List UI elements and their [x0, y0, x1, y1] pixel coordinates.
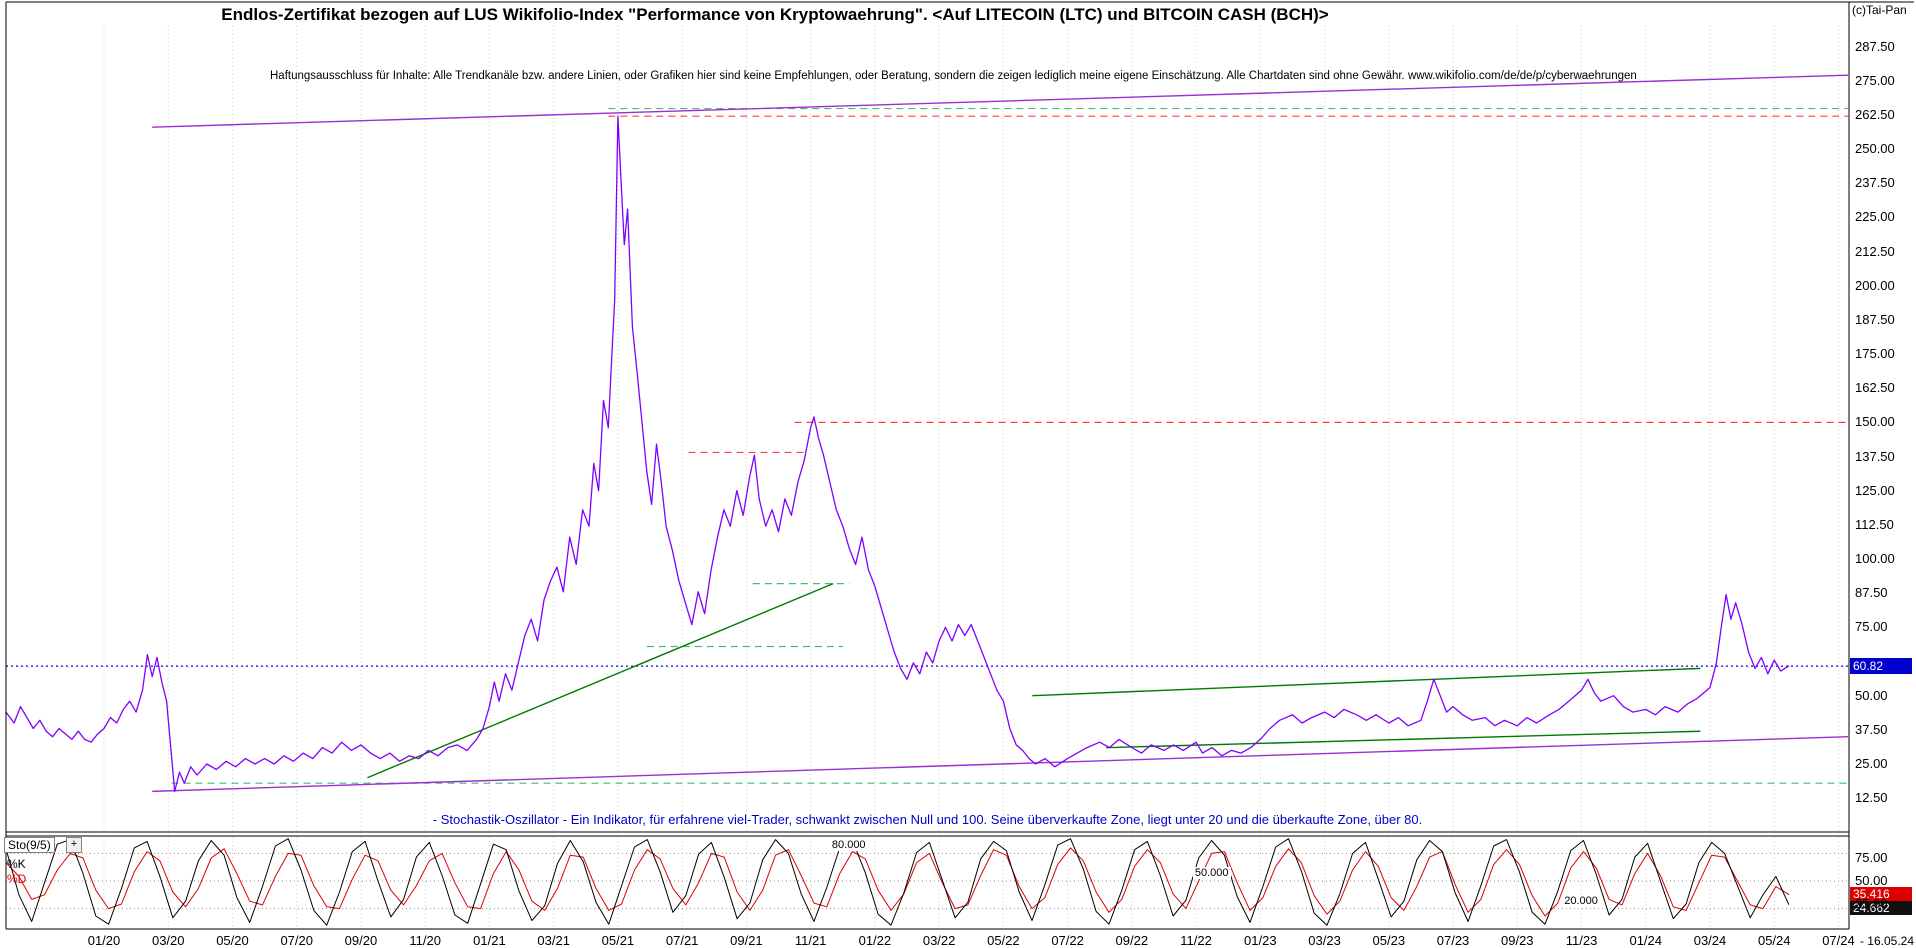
time-axis-label: 07/21	[665, 933, 699, 948]
price-axis-label: 175.00	[1855, 346, 1895, 362]
price-axis-label: 112.50	[1855, 516, 1894, 532]
indicator-label[interactable]: Sto(9/5)	[4, 837, 55, 853]
time-axis-label: 03/21	[537, 933, 570, 948]
price-axis-label: 50.00	[1855, 687, 1888, 703]
price-axis-label: 150.00	[1855, 414, 1895, 430]
price-axis-label: 100.00	[1855, 551, 1895, 567]
price-axis-label: 87.50	[1855, 585, 1888, 601]
price-axis-label: 200.00	[1855, 277, 1895, 293]
price-axis-label: 137.50	[1855, 448, 1895, 464]
add-indicator-button[interactable]: +	[66, 837, 82, 853]
uptrend-line-2022-2024-upper	[1032, 667, 1701, 697]
time-axis-label: 11/20	[409, 933, 441, 948]
price-axis-label: 225.00	[1855, 209, 1895, 225]
uptrend-line-2022-2024-lower	[1106, 730, 1701, 749]
upper-channel-line	[152, 74, 1849, 128]
copyright-label: (c)Tai-Pan	[1852, 3, 1907, 17]
last-price-marker: 60.82	[1850, 658, 1912, 675]
time-axis-label: 05/23	[1372, 933, 1406, 948]
price-axis-label: 125.00	[1855, 482, 1895, 498]
chart-title: Endlos-Zertifikat bezogen auf LUS Wikifo…	[221, 5, 1329, 24]
price-axis-label: 287.50	[1855, 38, 1895, 54]
osc-grid-level-label: 80.000	[829, 839, 868, 852]
osc-axis-label: 75.00	[1855, 850, 1888, 865]
osc-axis-label: 50.00	[1855, 873, 1888, 888]
price-axis-label: 162.50	[1855, 380, 1895, 396]
time-axis-label: 07/23	[1436, 933, 1470, 948]
price-axis-label: 275.00	[1855, 72, 1895, 88]
time-axis-label: 07/22	[1051, 933, 1084, 948]
time-axis-label: 09/21	[730, 933, 763, 948]
percent-k-legend: %K	[7, 857, 26, 871]
stochastic-description: - Stochastik-Oszillator - Ein Indikator,…	[432, 812, 1423, 827]
time-axis-label: 05/20	[216, 933, 249, 948]
price-axis-label: 75.00	[1855, 619, 1888, 635]
uptrend-line-2020-2021	[367, 582, 834, 779]
time-axis-label: 05/22	[987, 933, 1020, 948]
percent-d-legend: %D	[7, 872, 27, 886]
price-axis-label: 250.00	[1855, 141, 1895, 156]
price-line	[5, 115, 1790, 793]
time-axis-label: 11/22	[1180, 933, 1212, 948]
time-axis-label: 09/20	[344, 933, 378, 948]
disclaimer-text: Haftungsausschluss für Inhalte: Alle Tre…	[270, 70, 1637, 82]
osc-grid-level-label: 20.000	[1562, 894, 1600, 907]
time-axis-label: 03/23	[1308, 933, 1341, 948]
time-axis-label: 01/21	[473, 933, 506, 948]
percent-d-value-marker: 35.416	[1850, 887, 1912, 902]
price-axis-label: 12.50	[1855, 790, 1888, 806]
time-axis-label: 11/21	[794, 933, 827, 948]
time-axis-label: 01/20	[87, 933, 121, 948]
price-axis-label: 187.50	[1855, 311, 1895, 327]
price-axis-label: 25.00	[1855, 756, 1888, 772]
time-axis-label: 09/22	[1115, 933, 1149, 948]
chart-end-date: - 16.05.24	[1859, 934, 1914, 948]
osc-grid-level-label: 50.000	[1192, 867, 1231, 879]
price-axis-label: 212.50	[1855, 243, 1895, 259]
percent-k-value-marker: 24.662	[1850, 901, 1912, 916]
time-axis-label: 11/23	[1565, 933, 1598, 948]
time-axis-label: 09/23	[1500, 933, 1534, 948]
time-axis-label: 05/24	[1757, 933, 1791, 948]
lower-channel-line	[152, 736, 1849, 793]
time-axis-label: 01/24	[1629, 933, 1663, 948]
percent-k-line	[5, 838, 1790, 926]
price-axis-label: 37.50	[1855, 721, 1888, 737]
time-axis-label: 03/20	[151, 933, 185, 948]
time-axis-label: 05/21	[601, 933, 635, 948]
time-axis-label: 01/23	[1244, 933, 1277, 948]
price-axis-label: 237.50	[1855, 175, 1895, 191]
price-axis-label: 262.50	[1855, 106, 1895, 122]
osc-axis-label: 25.00	[1855, 896, 1888, 911]
time-axis-label: 01/22	[858, 933, 892, 948]
time-axis-label: 03/22	[922, 933, 956, 948]
time-axis-label: 07/24	[1822, 933, 1855, 948]
time-axis-label: 03/24	[1693, 933, 1727, 948]
percent-d-line	[5, 847, 1790, 917]
time-axis-label: 07/20	[280, 933, 313, 948]
